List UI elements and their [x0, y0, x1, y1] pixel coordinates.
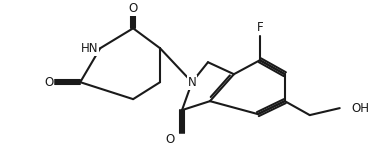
Text: O: O: [166, 133, 175, 146]
Text: N: N: [188, 76, 196, 89]
Text: OH: OH: [352, 102, 370, 115]
Text: HN: HN: [81, 42, 98, 55]
Text: F: F: [257, 21, 263, 34]
Text: O: O: [129, 2, 138, 15]
Text: O: O: [44, 76, 53, 89]
